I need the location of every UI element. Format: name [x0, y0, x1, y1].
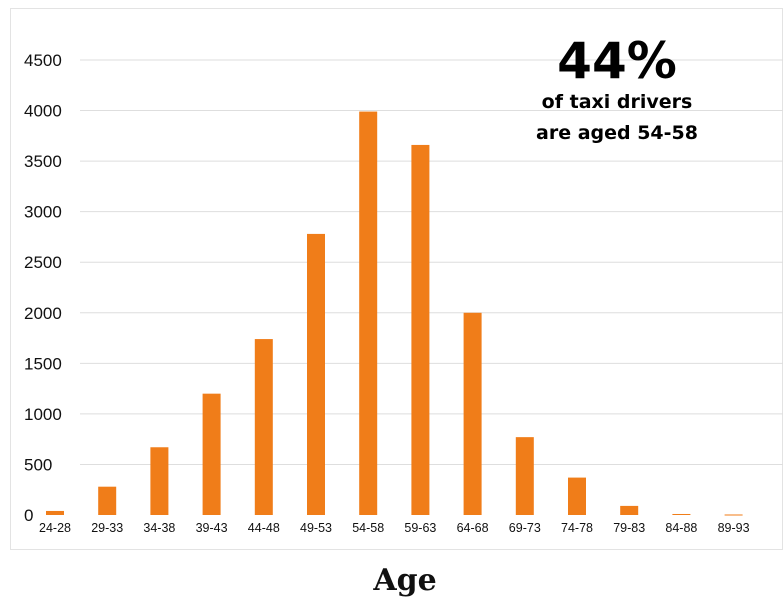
y-tick-label: 2000	[24, 304, 62, 323]
bar-44-48	[254, 339, 273, 515]
y-tick-label: 1000	[24, 405, 62, 424]
y-tick-label: 2500	[24, 253, 62, 272]
x-tick-label: 24-28	[39, 521, 71, 535]
x-tick-label: 44-48	[248, 521, 280, 535]
chart-frame	[10, 8, 783, 550]
x-tick-label: 69-73	[509, 521, 541, 535]
bar-74-78	[568, 477, 586, 515]
x-tick-label: 64-68	[457, 521, 489, 535]
x-axis-label: Age	[372, 563, 436, 598]
bars	[46, 111, 743, 516]
x-tick-label: 84-88	[665, 521, 697, 535]
bar-29-33	[98, 486, 117, 515]
gridlines	[80, 59, 783, 465]
x-tick-label: 39-43	[196, 521, 228, 535]
y-tick-label: 4000	[24, 102, 62, 121]
annotation-line-2: are aged 54-58	[536, 122, 698, 144]
y-tick-label: 0	[24, 506, 33, 525]
y-tick-label: 500	[24, 455, 52, 474]
x-tick-label: 89-93	[718, 521, 750, 535]
bar-79-83	[620, 505, 639, 515]
annotation-line-1: of taxi drivers	[542, 91, 693, 113]
y-tick-label: 3000	[24, 203, 62, 222]
y-tick-label: 4500	[24, 51, 62, 70]
bar-39-43	[202, 393, 221, 515]
x-tick-label: 29-33	[91, 521, 123, 535]
bar-34-38	[150, 447, 169, 515]
bar-84-88	[672, 513, 691, 515]
annotation: 44% of taxi drivers are aged 54-58	[536, 32, 698, 144]
y-tick-label: 3500	[24, 152, 62, 171]
bar-69-73	[515, 437, 534, 515]
bar-89-93	[724, 514, 743, 516]
x-tick-label: 34-38	[143, 521, 175, 535]
bar-24-28	[46, 510, 64, 515]
y-tick-label: 1500	[24, 354, 62, 373]
x-tick-label: 79-83	[613, 521, 645, 535]
bar-64-68	[463, 312, 482, 515]
x-tick-label: 49-53	[300, 521, 332, 535]
x-tick-label: 59-63	[404, 521, 436, 535]
x-tick-label: 74-78	[561, 521, 593, 535]
x-tick-label: 54-58	[352, 521, 384, 535]
y-axis-ticks: 0 500 1000 1500 2000 2500 3000 3500 4000 4500	[24, 51, 62, 525]
bar-54-58	[359, 111, 378, 516]
x-axis-ticks: 24-28 29-33 34-38 39-43 44-48 49-53 54-58 59-63…	[39, 521, 750, 535]
bar-49-53	[307, 233, 325, 515]
annotation-percent: 44%	[557, 32, 677, 90]
bar-59-63	[411, 144, 430, 515]
